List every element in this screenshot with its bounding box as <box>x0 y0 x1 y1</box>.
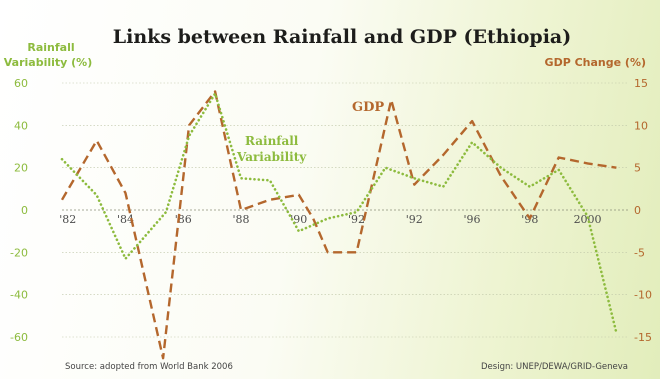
x-tick-6: '92 <box>406 213 423 226</box>
footer-source: Source: adopted from World Bank 2006 <box>65 362 233 372</box>
x-tick-1: '84 <box>117 213 134 226</box>
gdp-annotation: GDP <box>352 100 384 115</box>
chart-title: Links between Rainfall and GDP (Ethiopia… <box>113 26 571 48</box>
gridlines <box>62 82 628 338</box>
y-right-tick-1: 10 <box>634 119 648 132</box>
x-axis-ticks: '82'84'86'88'90'92'92'96'98 2000 <box>59 213 601 226</box>
y-right-tick-3: 0 <box>634 204 641 217</box>
x-tick-5: '92 <box>348 213 365 226</box>
series-lines <box>60 90 618 360</box>
x-tick-2: '86 <box>175 213 192 226</box>
y-left-tick-2: 20 <box>14 162 28 175</box>
rainfall-annotation-line-1: Rainfall <box>245 134 299 148</box>
y-left-tick-5: -40 <box>10 289 28 302</box>
x-tick-9: 2000 <box>574 213 602 226</box>
y-right-tick-4: -5 <box>634 246 645 259</box>
y-axis-left-ticks: 60 40 20 0 -20 -40 -60 <box>10 77 28 344</box>
y-axis-left-label-line-2: Variability (%) <box>4 56 92 69</box>
y-right-tick-0: 15 <box>634 77 648 90</box>
rainfall-annotation-line-2: Variability <box>236 150 307 164</box>
y-axis-right-label: GDP Change (%) <box>545 56 646 69</box>
y-left-tick-6: -60 <box>10 331 28 344</box>
y-left-tick-1: 40 <box>14 119 28 132</box>
y-axis-left-label-line-1: Rainfall <box>27 41 74 54</box>
y-right-tick-2: 5 <box>634 162 641 175</box>
x-tick-3: '88 <box>233 213 250 226</box>
y-right-tick-5: -10 <box>634 289 652 302</box>
gdp-series-line <box>60 90 617 360</box>
x-tick-7: '96 <box>464 213 481 226</box>
y-left-tick-3: 0 <box>21 204 28 217</box>
y-left-tick-0: 60 <box>14 77 28 90</box>
y-axis-right-ticks: 15 10 5 0 -5 -10 -15 <box>634 77 652 344</box>
y-right-tick-6: -15 <box>634 331 652 344</box>
y-left-tick-4: -20 <box>10 246 28 259</box>
rainfall-series-line <box>60 92 618 335</box>
footer-design: Design: UNEP/DEWA/GRID-Geneva <box>481 362 628 372</box>
x-tick-0: '82 <box>59 213 76 226</box>
